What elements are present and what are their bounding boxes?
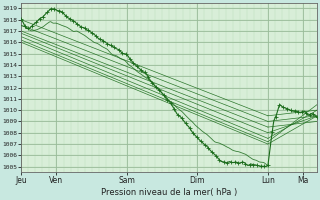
X-axis label: Pression niveau de la mer( hPa ): Pression niveau de la mer( hPa ) [101,188,237,197]
